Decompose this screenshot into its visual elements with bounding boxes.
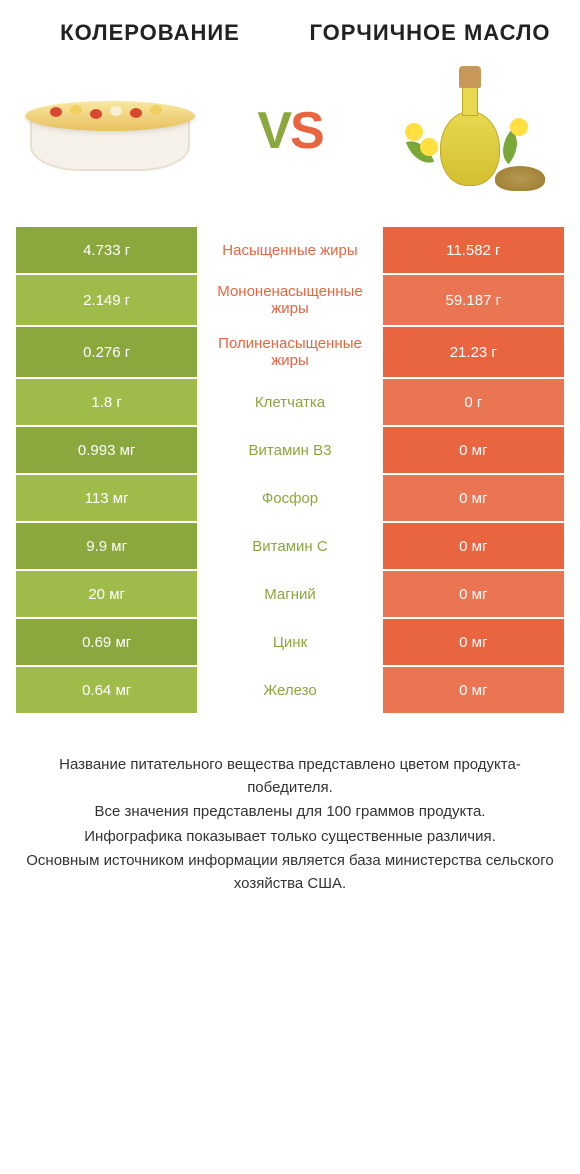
right-value: 0 мг [383, 619, 564, 665]
left-value: 0.64 мг [16, 667, 197, 713]
right-value: 0 мг [383, 667, 564, 713]
left-value: 20 мг [16, 571, 197, 617]
right-value: 11.582 г [383, 227, 564, 273]
infographic-container: Колерование Горчичное масло VS [0, 0, 580, 917]
footer-line: Инфографика показывает только существенн… [25, 826, 555, 849]
table-row: 0.64 мгЖелезо0 мг [15, 666, 565, 714]
nutrient-name: Железо [199, 667, 380, 713]
right-value: 21.23 г [383, 327, 564, 377]
nutrient-name: Клетчатка [199, 379, 380, 425]
left-value: 1.8 г [16, 379, 197, 425]
table-row: 2.149 гМононенасыщенные жиры59.187 г [15, 274, 565, 326]
left-value: 2.149 г [16, 275, 197, 325]
casserole-icon [30, 91, 190, 171]
table-row: 9.9 мгВитамин C0 мг [15, 522, 565, 570]
table-row: 4.733 гНасыщенные жиры11.582 г [15, 226, 565, 274]
food-image-right [385, 66, 555, 196]
table-row: 20 мгМагний0 мг [15, 570, 565, 618]
left-value: 0.69 мг [16, 619, 197, 665]
left-value: 4.733 г [16, 227, 197, 273]
table-row: 0.276 гПолиненасыщенные жиры21.23 г [15, 326, 565, 378]
footer-line: Основным источником информации является … [25, 850, 555, 895]
oil-bottle-icon [385, 66, 555, 196]
title-left: Колерование [15, 20, 285, 46]
nutrient-name: Полиненасыщенные жиры [199, 327, 380, 377]
right-value: 0 мг [383, 427, 564, 473]
right-value: 0 мг [383, 523, 564, 569]
table-row: 0.993 мгВитамин B30 мг [15, 426, 565, 474]
comparison-table: 4.733 гНасыщенные жиры11.582 г2.149 гМон… [15, 226, 565, 714]
nutrient-name: Витамин C [199, 523, 380, 569]
nutrient-name: Магний [199, 571, 380, 617]
nutrient-name: Цинк [199, 619, 380, 665]
image-row: VS [15, 66, 565, 196]
vs-v: V [257, 102, 290, 160]
nutrient-name: Витамин B3 [199, 427, 380, 473]
nutrient-name: Мононенасыщенные жиры [199, 275, 380, 325]
vs-s: S [290, 102, 323, 160]
footer-text: Название питательного вещества представл… [15, 754, 565, 895]
food-image-left [25, 66, 195, 196]
table-row: 0.69 мгЦинк0 мг [15, 618, 565, 666]
vs-label: VS [257, 101, 322, 161]
footer-line: Название питательного вещества представл… [25, 754, 555, 799]
right-value: 0 мг [383, 475, 564, 521]
right-value: 0 г [383, 379, 564, 425]
table-row: 1.8 гКлетчатка0 г [15, 378, 565, 426]
left-value: 0.276 г [16, 327, 197, 377]
nutrient-name: Насыщенные жиры [199, 227, 380, 273]
left-value: 113 мг [16, 475, 197, 521]
right-value: 59.187 г [383, 275, 564, 325]
left-value: 0.993 мг [16, 427, 197, 473]
right-value: 0 мг [383, 571, 564, 617]
nutrient-name: Фосфор [199, 475, 380, 521]
title-right: Горчичное масло [295, 20, 565, 46]
header: Колерование Горчичное масло [15, 20, 565, 46]
footer-line: Все значения представлены для 100 граммо… [25, 801, 555, 824]
left-value: 9.9 мг [16, 523, 197, 569]
table-row: 113 мгФосфор0 мг [15, 474, 565, 522]
